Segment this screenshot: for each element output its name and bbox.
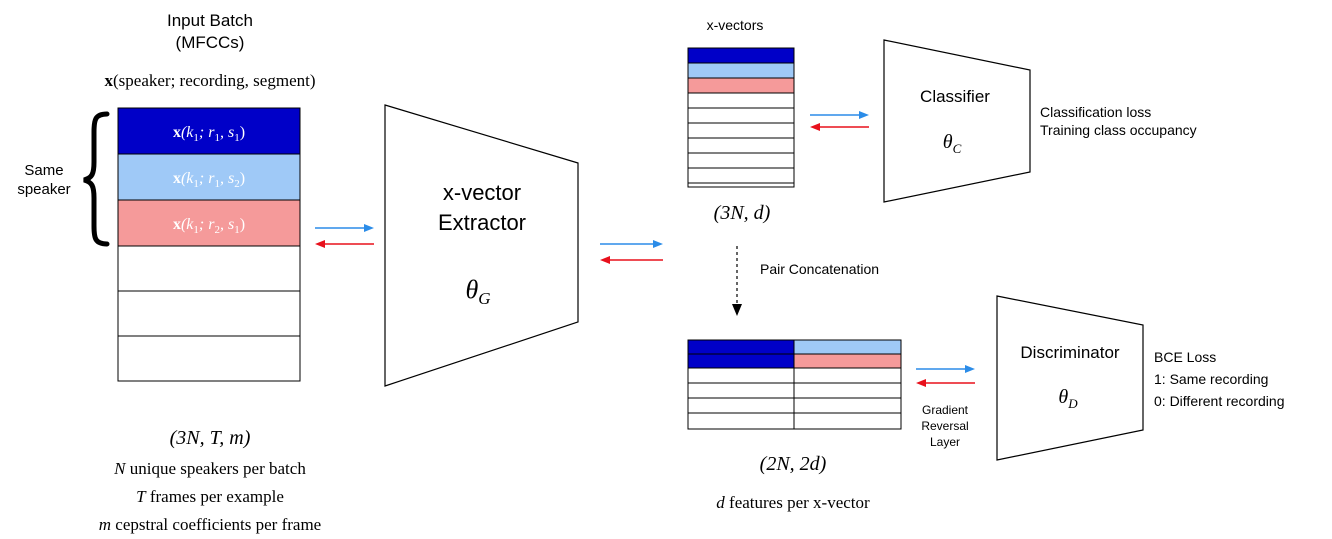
input-row-3 — [117, 199, 301, 247]
input-row-2-label: x(k1; r1, s2) — [173, 170, 245, 190]
same-speaker-brace — [83, 111, 110, 247]
xvector-row-empty — [687, 152, 795, 169]
xvectors-table — [687, 47, 795, 188]
grl-label-line2: Reversal — [921, 419, 968, 433]
input-notation-rest: (speaker; recording, segment) — [113, 71, 316, 90]
discriminator-block — [996, 295, 1144, 461]
input-row-empty-3 — [117, 335, 301, 382]
classifier-param: θC — [943, 131, 962, 156]
pair-concat-arrowhead — [732, 304, 742, 316]
discriminator-label: Discriminator — [1020, 343, 1120, 362]
xvector-row-empty — [687, 122, 795, 139]
bce-loss-line3: 0: Different recording — [1154, 393, 1284, 409]
xvector-row-1 — [687, 47, 795, 64]
bce-loss-line1: BCE Loss — [1154, 349, 1216, 365]
extractor-label-line2: Extractor — [438, 210, 526, 235]
brace-label-line2: speaker — [17, 181, 70, 198]
grl-label-line3: Layer — [930, 435, 960, 449]
input-title-line1: Input Batch — [167, 11, 253, 30]
grl-label-line1: Gradient — [922, 403, 969, 417]
pair-left-row-2 — [687, 353, 795, 369]
input-row-3-label: x(k1; r2, s1) — [173, 216, 245, 236]
pair-shape: (2N, 2d) — [760, 453, 827, 475]
pair-empty-cell — [793, 367, 902, 384]
pair-empty-cell — [793, 397, 902, 414]
pair-right-row-1 — [793, 339, 902, 355]
input-extractor-arrows — [315, 224, 374, 248]
xvector-row-empty — [687, 182, 795, 188]
pair-right-row-2 — [793, 353, 902, 369]
extractor-label-line1: x-vector — [443, 180, 521, 205]
input-row-1-label: x(k1; r1, s1) — [173, 124, 245, 144]
xvector-row-2 — [687, 62, 795, 79]
pair-table — [687, 339, 902, 430]
pair-left-row-1 — [687, 339, 795, 355]
pair-empty-cell — [793, 382, 902, 399]
input-notation-bold: x — [105, 71, 114, 90]
xvector-classifier-arrows — [810, 111, 869, 131]
input-batch-table: x(k1; r1, s1) x(k1; r1, s2) x(k1; r2, s1… — [117, 107, 301, 382]
bce-loss-line2: 1: Same recording — [1154, 371, 1268, 387]
input-title-line2: (MFCCs) — [176, 33, 245, 52]
classifier-loss-line2: Training class occupancy — [1040, 122, 1197, 138]
xvector-row-empty — [687, 137, 795, 154]
pair-discriminator-arrows — [916, 365, 975, 387]
input-row-empty-1 — [117, 245, 301, 292]
pair-empty-cell — [687, 382, 795, 399]
classifier-loss-line1: Classification loss — [1040, 104, 1151, 120]
xvector-extractor-block — [384, 104, 579, 387]
classifier-label: Classifier — [920, 87, 990, 106]
input-notation: x(speaker; recording, segment) — [105, 71, 316, 90]
input-row-2 — [117, 153, 301, 201]
input-desc-line3: m cepstral coefficients per frame — [99, 515, 321, 534]
xvectors-title: x-vectors — [707, 17, 764, 33]
xvector-row-empty — [687, 107, 795, 124]
pair-empty-cell — [687, 367, 795, 384]
xvector-row-3 — [687, 77, 795, 94]
xvector-row-empty — [687, 167, 795, 184]
pair-desc: d features per x-vector — [716, 493, 870, 512]
input-shape: (3N, T, m) — [170, 427, 251, 449]
input-row-empty-2 — [117, 290, 301, 337]
input-desc-line1: N unique speakers per batch — [113, 459, 306, 478]
pair-concat-label: Pair Concatenation — [760, 261, 879, 277]
classifier-block — [883, 39, 1031, 203]
xvectors-shape: (3N, d) — [714, 202, 771, 224]
brace-label-line1: Same — [24, 162, 63, 179]
pair-empty-cell — [687, 412, 795, 430]
pair-empty-cell — [793, 412, 902, 430]
extractor-param: θG — [465, 275, 490, 308]
input-desc-line2: T frames per example — [136, 487, 284, 506]
pair-empty-cell — [687, 397, 795, 414]
xvector-row-empty — [687, 92, 795, 109]
extractor-xvector-arrows — [600, 240, 663, 264]
discriminator-param: θD — [1058, 386, 1078, 411]
